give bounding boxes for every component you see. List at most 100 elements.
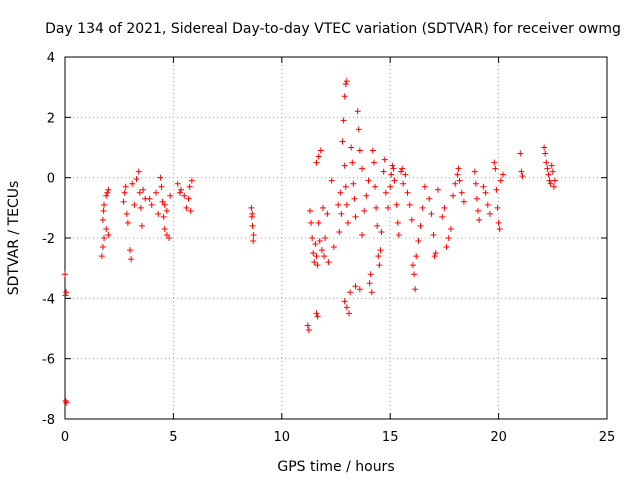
data-point: [62, 292, 69, 299]
data-point: [492, 165, 499, 172]
data-point: [491, 159, 498, 166]
data-point: [494, 204, 501, 211]
data-point: [316, 238, 323, 245]
data-point: [140, 186, 147, 193]
y-tick-label: -6: [42, 353, 55, 368]
data-point: [177, 186, 184, 193]
data-point: [63, 399, 70, 406]
data-point: [376, 262, 383, 269]
chart-title: Day 134 of 2021, Sidereal Day-to-day VTE…: [45, 21, 621, 37]
data-point: [122, 183, 129, 190]
data-point: [343, 304, 350, 311]
data-point: [458, 189, 465, 196]
data-point: [105, 231, 112, 238]
data-point: [363, 192, 370, 199]
data-point: [248, 204, 255, 211]
data-point: [545, 171, 552, 178]
data-point: [250, 231, 257, 238]
data-point: [380, 168, 387, 175]
data-point: [343, 78, 350, 85]
data-point: [346, 310, 353, 317]
data-point: [344, 219, 351, 226]
data-point: [313, 253, 320, 260]
data-point: [330, 244, 337, 251]
data-point: [314, 313, 321, 320]
y-tick-label: -8: [42, 413, 55, 428]
data-point: [351, 195, 358, 202]
data-point: [471, 168, 478, 175]
data-point: [99, 244, 106, 251]
grid: [65, 57, 607, 419]
data-point: [411, 271, 418, 278]
data-point: [372, 183, 379, 190]
data-point: [391, 177, 398, 184]
data-point: [341, 162, 348, 169]
data-point: [157, 174, 164, 181]
data-point: [342, 183, 349, 190]
data-point: [393, 201, 400, 208]
data-point: [103, 225, 110, 232]
data-point: [100, 207, 107, 214]
data-point: [335, 201, 342, 208]
y-tick-label: 2: [47, 111, 55, 126]
data-point: [431, 253, 438, 260]
data-point: [402, 171, 409, 178]
data-point: [499, 171, 506, 178]
data-point: [550, 183, 557, 190]
data-point: [547, 180, 554, 187]
data-point: [454, 171, 461, 178]
data-point: [343, 201, 350, 208]
data-point: [443, 244, 450, 251]
data-point: [542, 150, 549, 157]
data-point: [361, 207, 368, 214]
data-point: [356, 147, 363, 154]
data-point: [390, 165, 397, 172]
data-point: [484, 201, 491, 208]
data-point: [306, 207, 313, 214]
data-point: [324, 210, 331, 217]
data-point: [472, 180, 479, 187]
data-point: [339, 138, 346, 145]
data-point: [121, 189, 128, 196]
data-point: [475, 207, 482, 214]
data-point: [249, 222, 256, 229]
data-point: [518, 168, 525, 175]
data-point: [548, 162, 555, 169]
data-point: [519, 173, 526, 180]
data-point: [342, 81, 349, 88]
data-point: [124, 219, 131, 226]
data-point: [385, 204, 392, 211]
data-point: [160, 213, 167, 220]
data-points: [62, 78, 558, 406]
data-point: [398, 168, 405, 175]
data-point: [136, 189, 143, 196]
data-point: [370, 159, 377, 166]
data-point: [161, 225, 168, 232]
data-point: [167, 192, 174, 199]
data-point: [426, 195, 433, 202]
data-point: [319, 204, 326, 211]
data-point: [455, 165, 462, 172]
data-point: [434, 186, 441, 193]
data-point: [352, 283, 359, 290]
x-tick-label: 25: [599, 430, 616, 445]
data-point: [543, 159, 550, 166]
data-point: [163, 207, 170, 214]
data-point: [138, 222, 145, 229]
data-point: [148, 201, 155, 208]
data-point: [305, 327, 312, 334]
data-point: [480, 183, 487, 190]
data-point: [311, 259, 318, 266]
y-axis-label: SDTVAR / TECUs: [6, 181, 22, 296]
data-point: [400, 180, 407, 187]
y-tick-label: -2: [42, 232, 55, 247]
data-point: [135, 168, 142, 175]
data-point: [394, 219, 401, 226]
data-point: [322, 235, 329, 241]
data-point: [341, 93, 348, 100]
data-point: [378, 228, 385, 235]
x-tick-label: 0: [61, 430, 69, 445]
data-point: [325, 259, 332, 266]
data-point: [549, 168, 556, 175]
data-point: [413, 253, 420, 260]
